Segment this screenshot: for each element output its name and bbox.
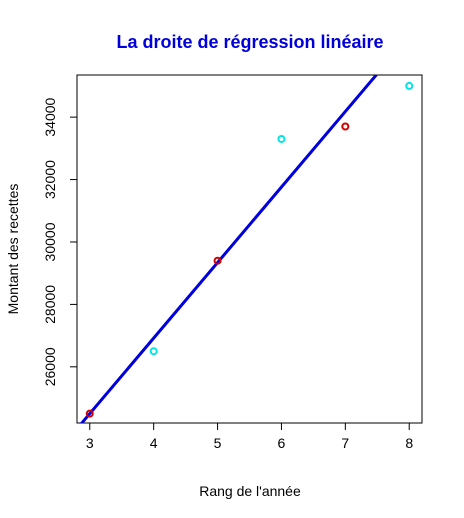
y-tick-label: 34000 bbox=[42, 97, 58, 136]
y-axis-label: Montant des recettes bbox=[5, 184, 21, 315]
x-tick-label: 7 bbox=[341, 435, 349, 451]
y-tick-label: 32000 bbox=[42, 160, 58, 199]
chart-title: La droite de régression linéaire bbox=[116, 32, 383, 52]
y-tick-label: 28000 bbox=[42, 285, 58, 324]
x-tick-label: 5 bbox=[214, 435, 222, 451]
plot-area bbox=[79, 75, 414, 423]
x-axis-label: Rang de l'année bbox=[199, 483, 301, 499]
x-tick-label: 6 bbox=[278, 435, 286, 451]
data-point bbox=[149, 347, 158, 356]
y-axis: 26000 28000 30000 32000 34000 bbox=[42, 97, 78, 386]
data-point bbox=[213, 256, 222, 265]
y-tick-label: 26000 bbox=[42, 347, 58, 386]
y-tick-label: 30000 bbox=[42, 222, 58, 261]
data-point bbox=[405, 81, 414, 90]
x-tick-label: 4 bbox=[150, 435, 158, 451]
data-point bbox=[341, 122, 350, 131]
x-tick-label: 8 bbox=[405, 435, 413, 451]
data-point bbox=[85, 409, 94, 418]
x-tick-label: 3 bbox=[86, 435, 94, 451]
data-point bbox=[277, 134, 286, 143]
x-axis: 3 4 5 6 7 8 bbox=[86, 422, 413, 451]
regression-line bbox=[79, 75, 379, 423]
plot-box bbox=[76, 74, 423, 424]
